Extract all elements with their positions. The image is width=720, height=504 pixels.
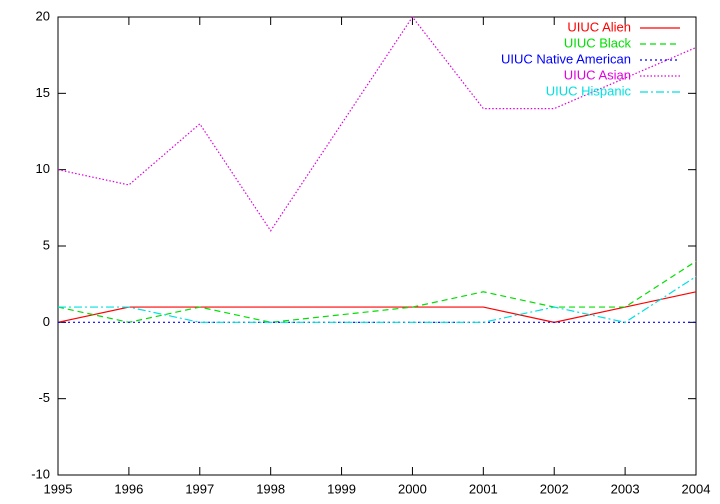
legend-label: UIUC Hispanic xyxy=(546,83,632,98)
x-tick-label: 2000 xyxy=(398,481,427,496)
x-tick-label: 2002 xyxy=(540,481,569,496)
y-tick-label: 10 xyxy=(36,161,50,176)
y-tick-label: -10 xyxy=(31,466,50,481)
legend-label: UIUC Asian xyxy=(564,67,631,82)
y-tick-label: 5 xyxy=(43,237,50,252)
x-tick-label: 2004 xyxy=(682,481,711,496)
x-tick-label: 2001 xyxy=(469,481,498,496)
y-tick-label: 20 xyxy=(36,8,50,23)
y-tick-label: 0 xyxy=(43,314,50,329)
legend-label: UIUC Alien xyxy=(567,19,631,34)
x-tick-label: 1996 xyxy=(114,481,143,496)
x-tick-label: 2003 xyxy=(611,481,640,496)
x-tick-label: 1995 xyxy=(44,481,73,496)
legend-label: UIUC Native American xyxy=(501,51,631,66)
y-tick-label: -5 xyxy=(38,390,50,405)
series-line xyxy=(58,276,697,323)
legend-label: UIUC Black xyxy=(564,35,632,50)
x-tick-label: 1998 xyxy=(256,481,285,496)
series-line xyxy=(57,260,697,323)
y-tick-label: 15 xyxy=(36,85,50,100)
series-line xyxy=(57,15,697,232)
x-tick-label: 1999 xyxy=(327,481,356,496)
x-tick-label: 1997 xyxy=(185,481,214,496)
